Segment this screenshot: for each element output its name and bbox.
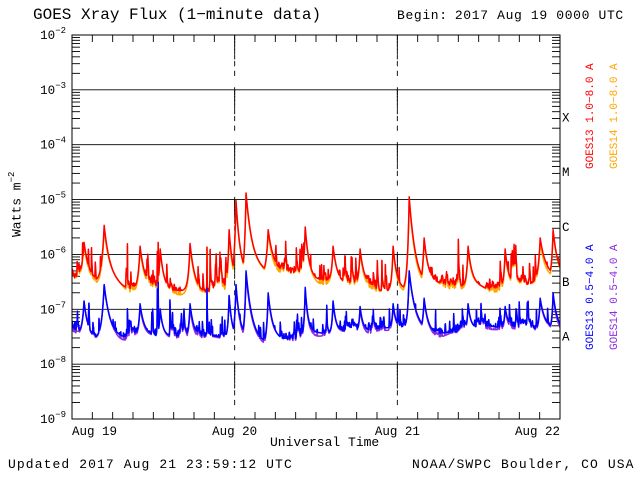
- svg-text:M: M: [562, 166, 570, 180]
- svg-text:C: C: [562, 221, 570, 235]
- svg-text:Aug 22: Aug 22: [515, 425, 560, 439]
- svg-text:B: B: [562, 276, 570, 290]
- svg-text:Aug 19: Aug 19: [72, 425, 117, 439]
- svg-text:X: X: [562, 111, 570, 125]
- svg-text:Aug 20: Aug 20: [212, 425, 257, 439]
- svg-text:Aug 21: Aug 21: [375, 425, 420, 439]
- svg-text:A: A: [562, 331, 570, 345]
